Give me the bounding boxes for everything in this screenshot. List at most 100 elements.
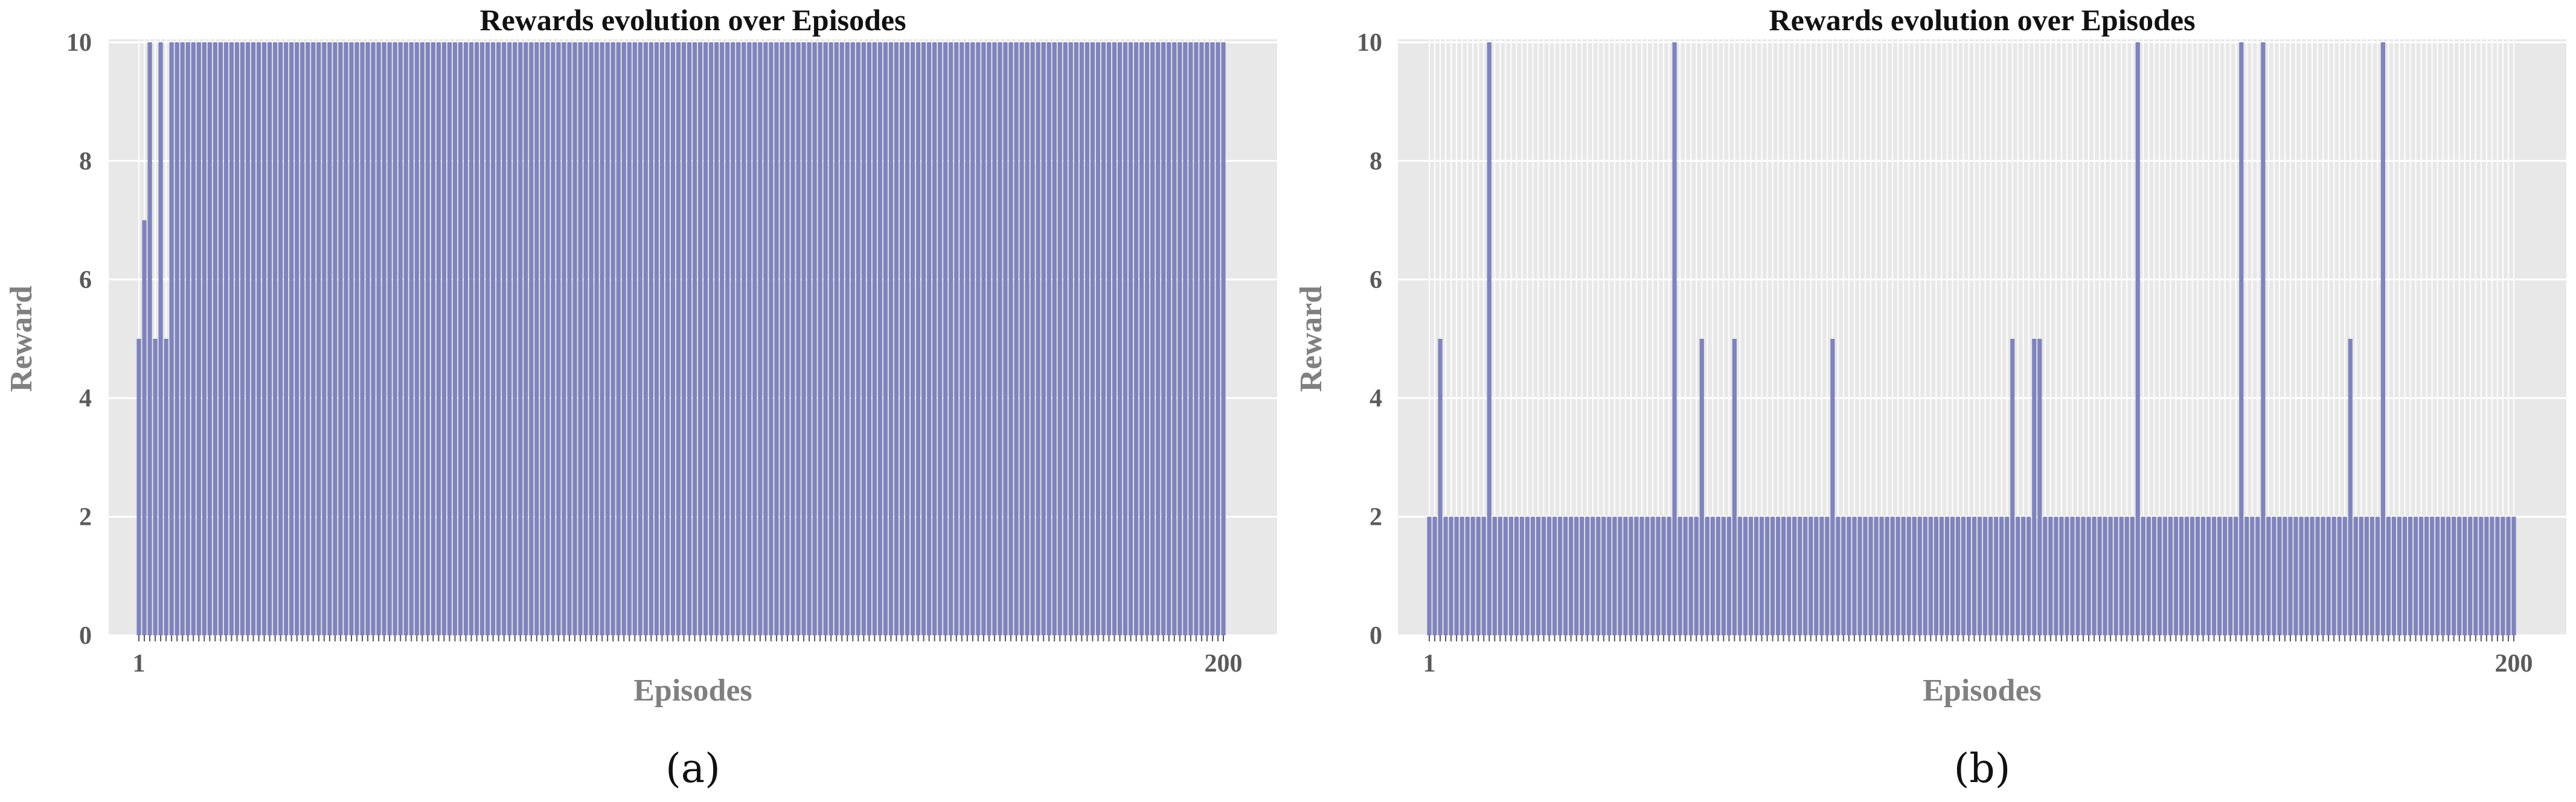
bar bbox=[736, 42, 741, 635]
bar bbox=[2359, 516, 2363, 635]
bar bbox=[1694, 516, 1699, 635]
bar bbox=[1095, 42, 1101, 635]
bar bbox=[2151, 516, 2156, 635]
bar bbox=[2092, 516, 2097, 635]
bar bbox=[1868, 516, 1873, 635]
bar bbox=[245, 42, 251, 635]
bar bbox=[888, 42, 894, 635]
bar bbox=[1025, 42, 1030, 635]
bar bbox=[2299, 516, 2304, 635]
bar bbox=[1574, 516, 1579, 635]
bar bbox=[697, 42, 703, 635]
bar bbox=[1438, 339, 1443, 635]
bar bbox=[202, 42, 207, 635]
bar bbox=[605, 42, 610, 635]
bar bbox=[513, 42, 517, 635]
bar bbox=[2244, 516, 2249, 635]
bar bbox=[295, 42, 300, 635]
x-axis-label-b: Episodes bbox=[1923, 673, 2042, 708]
bar bbox=[322, 42, 327, 635]
bar bbox=[1906, 516, 1911, 635]
bar bbox=[2255, 516, 2260, 635]
bar bbox=[1133, 42, 1139, 635]
bar bbox=[1541, 516, 1546, 635]
bar bbox=[1890, 516, 1895, 635]
bar bbox=[725, 42, 730, 635]
bar bbox=[267, 42, 272, 635]
bar bbox=[175, 42, 179, 635]
bar bbox=[2103, 516, 2107, 635]
bar bbox=[2446, 516, 2451, 635]
bar bbox=[1177, 42, 1182, 635]
bar bbox=[790, 42, 795, 635]
bar bbox=[376, 42, 381, 635]
bar bbox=[223, 42, 229, 635]
bar bbox=[1596, 516, 1601, 635]
bar bbox=[1546, 516, 1552, 635]
bar bbox=[240, 42, 245, 635]
bar bbox=[2005, 516, 2010, 635]
bar bbox=[2457, 516, 2462, 635]
bar bbox=[1525, 516, 1530, 635]
bar bbox=[769, 42, 774, 635]
bar bbox=[1459, 516, 1464, 635]
bar bbox=[960, 42, 964, 635]
bar bbox=[758, 42, 763, 635]
bar bbox=[1737, 516, 1743, 635]
bar bbox=[1449, 516, 1453, 635]
bar bbox=[403, 42, 408, 635]
bar bbox=[2473, 516, 2478, 635]
bar bbox=[1183, 42, 1188, 635]
bar bbox=[883, 42, 888, 635]
bar bbox=[1629, 516, 1633, 635]
bar bbox=[2353, 516, 2358, 635]
bar bbox=[556, 42, 561, 635]
bar bbox=[2266, 516, 2271, 635]
bar bbox=[1770, 516, 1775, 635]
bar bbox=[1036, 42, 1040, 635]
bar bbox=[2321, 516, 2325, 635]
bar bbox=[458, 42, 463, 635]
bar bbox=[207, 42, 212, 635]
bar bbox=[1503, 516, 1508, 635]
bar bbox=[2016, 516, 2020, 635]
bar bbox=[818, 42, 822, 635]
bar bbox=[1205, 42, 1210, 635]
bar bbox=[747, 42, 752, 635]
bar bbox=[185, 42, 190, 635]
bar bbox=[1470, 516, 1475, 635]
bar bbox=[2010, 339, 2015, 635]
bar bbox=[659, 42, 665, 635]
bar bbox=[2326, 516, 2331, 635]
bar bbox=[2283, 516, 2287, 635]
bar bbox=[910, 42, 915, 635]
bar bbox=[2081, 516, 2086, 635]
bar bbox=[1748, 516, 1754, 635]
bar bbox=[763, 42, 768, 635]
bar bbox=[278, 42, 283, 635]
bar bbox=[785, 42, 790, 635]
bar bbox=[1764, 516, 1770, 635]
bar bbox=[1798, 516, 1802, 635]
bar bbox=[414, 42, 419, 635]
bar bbox=[1476, 516, 1481, 635]
bar bbox=[398, 42, 403, 635]
bar bbox=[1988, 516, 1993, 635]
bar bbox=[2369, 516, 2374, 635]
bar bbox=[1661, 516, 1666, 635]
bar bbox=[692, 42, 697, 635]
bar bbox=[2124, 516, 2129, 635]
bar bbox=[2337, 516, 2342, 635]
bar bbox=[2097, 516, 2102, 635]
bar bbox=[1046, 42, 1051, 635]
bar bbox=[1912, 516, 1917, 635]
bar bbox=[333, 42, 338, 635]
bar bbox=[1030, 42, 1035, 635]
bar bbox=[2228, 516, 2233, 635]
bar bbox=[812, 42, 817, 635]
y-axis-label-a: Reward bbox=[4, 286, 39, 392]
x-tick-labels-b: 1 200 bbox=[1423, 650, 2533, 678]
bar bbox=[382, 42, 386, 635]
bar bbox=[534, 42, 539, 635]
bar bbox=[452, 42, 458, 635]
